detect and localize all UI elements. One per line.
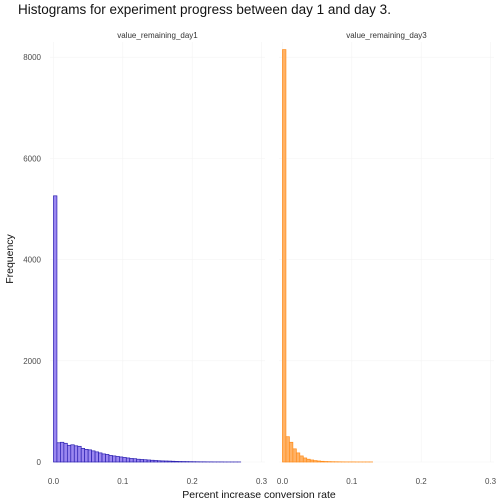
histogram-bar	[66, 444, 72, 463]
facet-panel-1: value_remaining_day1 0.0 0.1 0.2 0.3 0 2000 400…	[23, 31, 267, 486]
histogram-bar	[84, 448, 89, 463]
x-tick-label: 0.3	[485, 477, 497, 486]
histogram-bar	[132, 458, 138, 463]
histogram-bar	[136, 458, 141, 463]
histogram-bar	[153, 460, 158, 463]
histogram-bar	[101, 453, 106, 463]
histogram-bar	[157, 460, 162, 463]
histogram-bar	[139, 459, 144, 463]
x-tick-label: 0.0	[48, 477, 60, 486]
histogram-bar	[87, 449, 92, 463]
histogram-bar	[129, 458, 134, 463]
x-tick-label: 0.2	[187, 477, 199, 486]
histogram-bar	[306, 458, 311, 463]
x-tick-label: 0.1	[117, 477, 129, 486]
facet-strip-label: value_remaining_day3	[346, 31, 427, 40]
histogram-bar	[60, 441, 65, 463]
panel-background	[279, 42, 494, 462]
histogram-bar	[77, 445, 82, 463]
histogram-bar	[292, 448, 297, 463]
histogram-bar	[98, 452, 103, 463]
y-tick-label: 2000	[23, 357, 41, 366]
y-tick-label: 6000	[23, 154, 41, 163]
x-tick-label: 0.1	[346, 477, 358, 486]
histogram-bar	[316, 460, 321, 463]
facet-panels: value_remaining_day1 0.0 0.1 0.2 0.3 0 2000 400…	[23, 31, 496, 486]
histogram-bar	[282, 49, 287, 463]
chart-title: Histograms for experiment progress betwe…	[18, 2, 391, 17]
histogram-bar	[146, 459, 151, 463]
histogram-bar	[309, 459, 315, 463]
histogram-bar	[112, 455, 117, 463]
y-tick-label: 4000	[23, 256, 41, 265]
x-tick-label: 0.3	[256, 477, 268, 486]
histogram-bar	[143, 459, 148, 463]
histogram-bar	[94, 451, 99, 463]
histogram-bar	[295, 452, 301, 463]
histogram-bar	[56, 442, 61, 463]
histogram-bar	[108, 455, 113, 463]
histogram-bar	[53, 195, 58, 463]
x-tick-label: 0.2	[416, 477, 428, 486]
histogram-bar	[150, 459, 155, 463]
histogram-bar	[73, 445, 79, 463]
histogram-bar	[105, 454, 110, 463]
facet-strip-label: value_remaining_day1	[117, 31, 198, 40]
histogram-bar	[63, 442, 68, 463]
x-tick-label: 0.0	[277, 477, 289, 486]
y-tick-label: 8000	[23, 53, 41, 62]
histogram-bar	[174, 461, 179, 463]
histogram-bar	[299, 455, 304, 463]
histogram-bar	[177, 461, 183, 463]
histogram-bar	[122, 457, 127, 463]
histogram-bar	[125, 457, 131, 463]
facet-panel-2: value_remaining_day3 0.0 0.1 0.2 0.3	[277, 31, 497, 486]
histogram-bar	[164, 460, 169, 463]
histogram-bar	[70, 444, 75, 463]
histogram-bar	[302, 457, 308, 463]
y-axis-title: Frequency	[4, 233, 16, 283]
histogram-bar	[320, 460, 325, 463]
histogram-bar	[167, 460, 172, 463]
histogram-bar	[115, 456, 120, 463]
panel-background	[50, 42, 265, 462]
histogram-bar	[80, 447, 86, 463]
histogram-bar	[313, 460, 318, 463]
histogram-bar	[171, 460, 176, 463]
histogram-bar	[285, 436, 290, 463]
histogram-bar	[160, 460, 165, 463]
x-axis-title: Percent increase conversion rate	[182, 489, 336, 501]
histogram-bar	[91, 450, 96, 463]
histogram-bar	[289, 441, 294, 463]
y-tick-label: 0	[37, 458, 42, 467]
histogram-bar	[323, 461, 328, 463]
histogram-bar	[119, 456, 124, 463]
